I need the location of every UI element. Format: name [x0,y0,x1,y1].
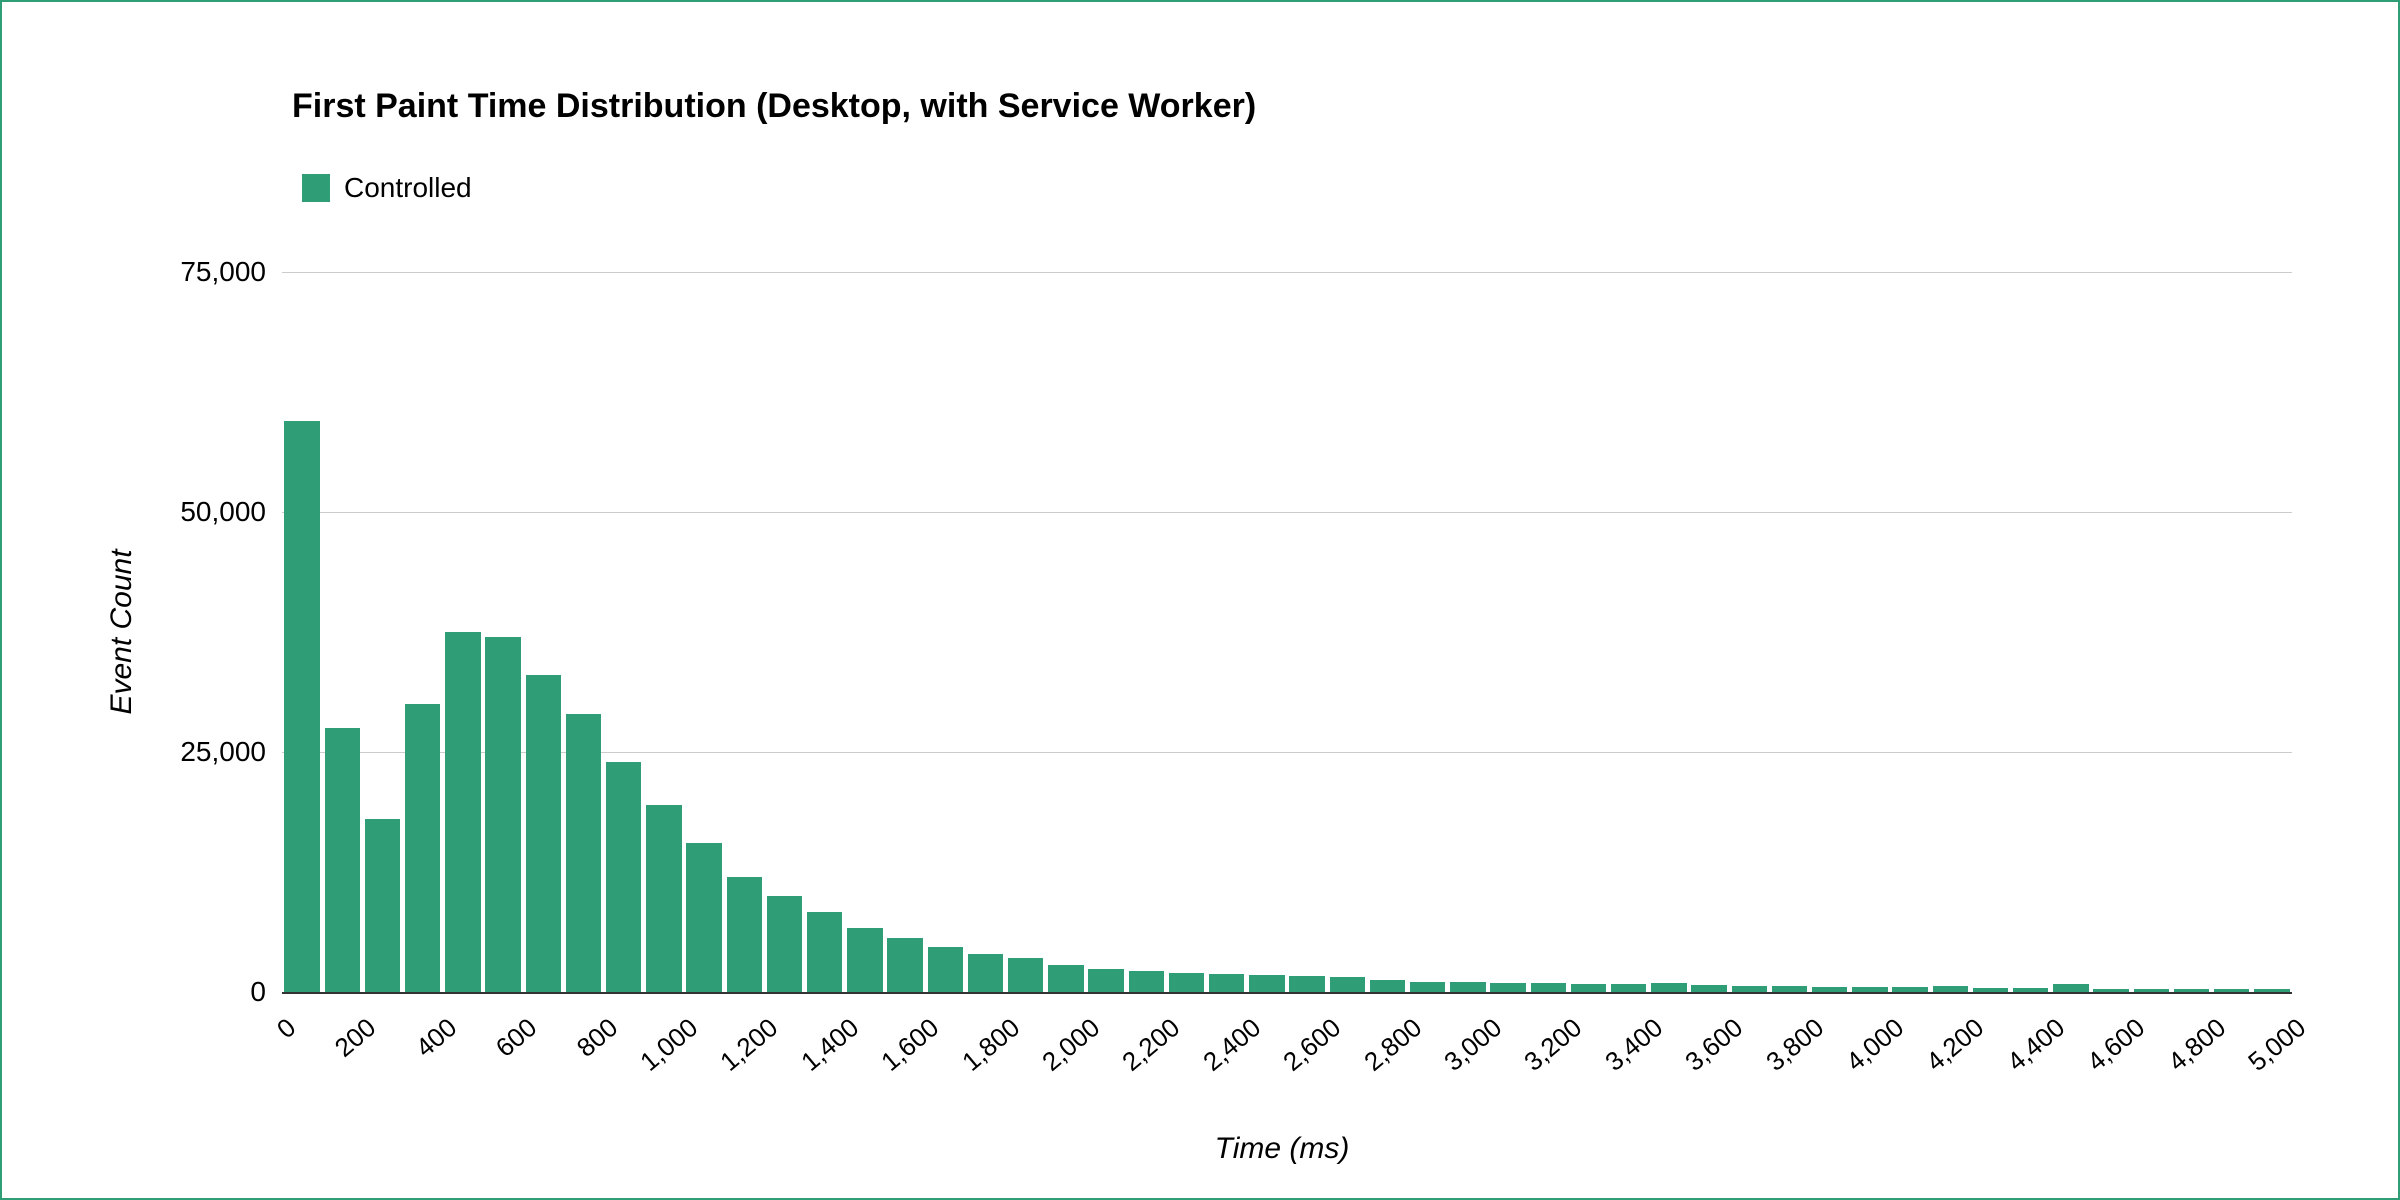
histogram-bar [1772,986,1807,992]
histogram-bar [2254,989,2289,992]
histogram-bar [1169,973,1204,992]
histogram-bar [1490,983,1525,992]
x-tick-label: 4,200 [1921,1012,1991,1078]
histogram-bar [1933,986,1968,992]
y-tick-label: 25,000 [116,736,266,768]
x-tick-label: 4,800 [2162,1012,2232,1078]
plot-area: 025,00050,00075,00002004006008001,0001,2… [282,272,2292,992]
x-tick-label: 800 [570,1012,623,1064]
histogram-bar [1370,980,1405,992]
histogram-bar [1129,971,1164,992]
histogram-bar [928,947,963,992]
histogram-bar [365,819,400,992]
x-axis-baseline [282,992,2292,994]
histogram-bar [1531,983,1566,992]
gridline [282,272,2292,273]
y-tick-label: 50,000 [116,496,266,528]
histogram-bar [445,632,480,992]
x-tick-label: 200 [329,1012,382,1064]
x-tick-label: 1,800 [956,1012,1026,1078]
x-tick-label: 3,800 [1760,1012,1830,1078]
histogram-bar [566,714,601,992]
histogram-bar [1450,982,1485,992]
histogram-bar [526,675,561,992]
histogram-bar [1048,965,1083,992]
histogram-bar [1249,975,1284,992]
histogram-bar [1209,974,1244,992]
histogram-bar [1088,969,1123,992]
x-tick-label: 2,800 [1358,1012,1428,1078]
histogram-bar [1812,987,1847,992]
histogram-bar [686,843,721,992]
x-tick-label: 2,600 [1277,1012,1347,1078]
x-tick-label: 1,600 [875,1012,945,1078]
x-tick-label: 1,400 [795,1012,865,1078]
histogram-bar [968,954,1003,992]
legend: Controlled [302,172,472,204]
y-tick-label: 75,000 [116,256,266,288]
histogram-bar [2174,989,2209,992]
histogram-bar [1410,982,1445,992]
x-tick-label: 5,000 [2242,1012,2312,1078]
histogram-bar [2134,989,2169,992]
x-tick-label: 3,400 [1599,1012,1669,1078]
histogram-bar [2013,988,2048,992]
x-axis-title: Time (ms) [1215,1132,1350,1166]
histogram-bar [1691,985,1726,992]
x-tick-label: 3,000 [1438,1012,1508,1078]
x-tick-label: 1,000 [634,1012,704,1078]
histogram-bar [1973,988,2008,992]
histogram-bar [606,762,641,992]
histogram-bar [1732,986,1767,992]
histogram-bar [727,877,762,992]
y-axis-title: Event Count [105,549,139,714]
histogram-bar [807,912,842,992]
x-tick-label: 4,000 [1840,1012,1910,1078]
x-tick-label: 4,600 [2081,1012,2151,1078]
histogram-bar [284,421,319,992]
histogram-bar [1611,984,1646,992]
x-tick-label: 600 [490,1012,543,1064]
histogram-bar [1330,977,1365,992]
histogram-bar [2214,989,2249,992]
x-tick-label: 0 [271,1012,302,1045]
x-tick-label: 1,200 [715,1012,785,1078]
histogram-bar [2053,984,2088,992]
histogram-bar [485,637,520,992]
x-tick-label: 2,400 [1197,1012,1267,1078]
histogram-bar [1571,984,1606,992]
x-tick-label: 3,600 [1679,1012,1749,1078]
histogram-bar [1892,987,1927,992]
legend-swatch [302,174,330,202]
chart-frame: First Paint Time Distribution (Desktop, … [0,0,2400,1200]
histogram-bar [1651,983,1686,992]
x-tick-label: 4,400 [2001,1012,2071,1078]
histogram-bar [847,928,882,992]
x-tick-label: 3,200 [1519,1012,1589,1078]
histogram-bar [1008,958,1043,992]
x-tick-label: 2,000 [1036,1012,1106,1078]
histogram-bar [2093,989,2128,992]
x-tick-label: 400 [410,1012,463,1064]
x-tick-label: 2,200 [1117,1012,1187,1078]
histogram-bar [405,704,440,992]
chart-title: First Paint Time Distribution (Desktop, … [292,87,1256,126]
histogram-bar [325,728,360,992]
histogram-bar [887,938,922,992]
y-tick-label: 0 [116,976,266,1008]
histogram-bar [646,805,681,992]
legend-label: Controlled [344,172,472,204]
histogram-bar [1289,976,1324,992]
gridline [282,512,2292,513]
histogram-bar [1852,987,1887,992]
histogram-bar [767,896,802,992]
